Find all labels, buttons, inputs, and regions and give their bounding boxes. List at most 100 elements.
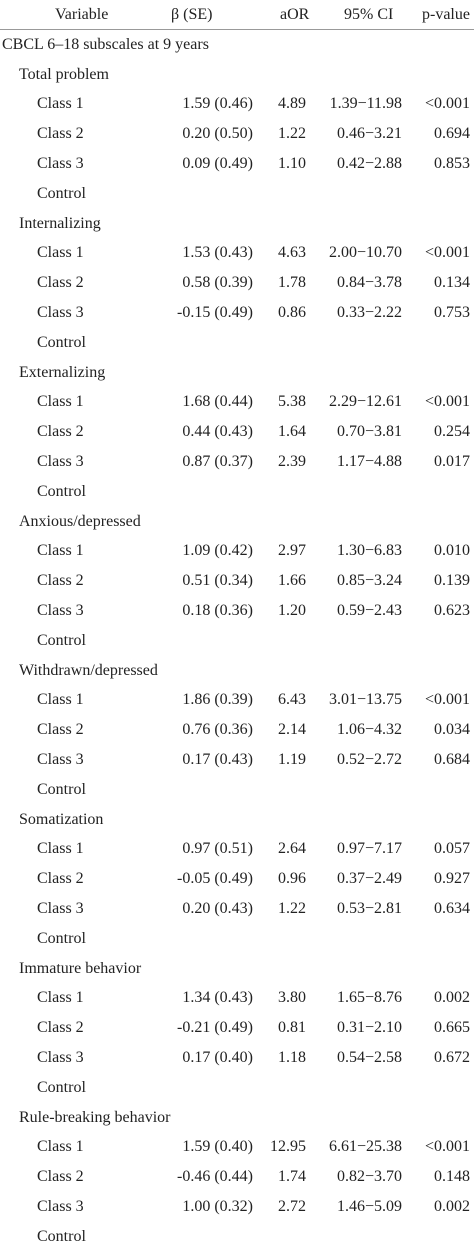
beta-se-cell: 1.59 (0.40) (182, 1138, 253, 1156)
row-label: Class 2 (37, 423, 84, 441)
aor-cell: 2.72 (278, 1198, 306, 1215)
ci-cell: 2.00−10.70 (328, 244, 402, 262)
aor-cell: 1.78 (278, 274, 306, 292)
table-row: Class 2 -0.21 (0.49) 0.81 0.31−2.10 0.665 (0, 1013, 474, 1043)
row-label: Control (37, 631, 86, 649)
table-row: Class 1 1.59 (0.40) 12.95 6.61−25.38 <0.001 (0, 1132, 474, 1162)
ci-cell: 1.46−5.09 (336, 1198, 402, 1215)
table-row: Class 1 1.86 (0.39) 6.43 3.01−13.75 <0.001 (0, 685, 474, 715)
p-value-cell: 0.034 (434, 721, 470, 739)
header-ci: 95% CI (344, 6, 394, 23)
aor-cell: 2.64 (278, 840, 306, 858)
row-label: Class 2 (37, 1168, 84, 1186)
aor-cell: 2.97 (278, 542, 306, 560)
header-p-value: p-value (422, 6, 470, 23)
table-row: Class 3 0.20 (0.43) 1.22 0.53−2.81 0.634 (0, 894, 474, 924)
beta-se-cell: 0.20 (0.43) (182, 900, 253, 917)
aor-cell: 1.22 (278, 125, 306, 143)
p-value-cell: 0.672 (434, 1049, 470, 1066)
p-value-cell: 0.017 (434, 453, 470, 470)
beta-se-cell: 0.87 (0.37) (182, 453, 253, 470)
row-label: Class 1 (37, 95, 84, 113)
table-row: Class 2 0.44 (0.43) 1.64 0.70−3.81 0.254 (0, 417, 474, 447)
row-label: Class 3 (37, 155, 84, 172)
row-label: Class 3 (37, 453, 84, 470)
table-row: Control (0, 1222, 474, 1252)
table-row: Control (0, 328, 474, 358)
row-label: Class 3 (37, 751, 84, 768)
p-value-cell: 0.134 (434, 274, 470, 292)
header-beta-se: β (SE) (171, 6, 213, 23)
aor-cell: 2.14 (278, 721, 306, 739)
row-label: Control (37, 780, 86, 798)
p-value-cell: 0.694 (434, 125, 470, 143)
p-value-cell: 0.927 (434, 870, 470, 888)
table-row: Class 1 1.34 (0.43) 3.80 1.65−8.76 0.002 (0, 983, 474, 1013)
p-value-cell: 0.634 (434, 900, 470, 917)
ci-cell: 0.84−3.78 (336, 274, 402, 292)
row-label: Control (37, 333, 86, 351)
aor-cell: 3.80 (278, 989, 306, 1007)
aor-cell: 0.81 (278, 1019, 306, 1037)
row-label: Class 3 (37, 304, 84, 321)
section-title: CBCL 6–18 subscales at 9 years (2, 35, 209, 53)
aor-cell: 1.19 (278, 751, 306, 768)
ci-cell: 0.85−3.24 (336, 572, 402, 590)
ci-cell: 0.59−2.43 (336, 602, 402, 619)
row-label: Class 2 (37, 721, 84, 739)
table-row: Control (0, 1073, 474, 1103)
p-value-cell: 0.002 (434, 989, 470, 1007)
ci-cell: 0.52−2.72 (336, 751, 402, 768)
group-name: Total problem (19, 65, 109, 83)
beta-se-cell: 0.76 (0.36) (182, 721, 253, 739)
table-row: Class 2 0.76 (0.36) 2.14 1.06−4.32 0.034 (0, 715, 474, 745)
aor-cell: 4.89 (278, 95, 306, 113)
aor-cell: 4.63 (278, 244, 306, 262)
beta-se-cell: 0.18 (0.36) (182, 602, 253, 619)
p-value-cell: 0.010 (434, 542, 470, 560)
p-value-cell: <0.001 (424, 244, 470, 262)
row-label: Class 2 (37, 274, 84, 292)
table-row: Class 3 0.17 (0.43) 1.19 0.52−2.72 0.684 (0, 745, 474, 775)
ci-cell: 1.39−11.98 (329, 95, 402, 113)
group-name: Internalizing (19, 214, 101, 232)
aor-cell: 12.95 (270, 1138, 306, 1156)
table-row: Control (0, 179, 474, 209)
table-row: Class 1 1.68 (0.44) 5.38 2.29−12.61 <0.001 (0, 387, 474, 417)
table-row: Control (0, 924, 474, 954)
group-name: Externalizing (19, 363, 106, 381)
ci-cell: 0.37−2.49 (336, 870, 402, 888)
p-value-cell: 0.254 (434, 423, 470, 441)
table-row: Class 3 0.17 (0.40) 1.18 0.54−2.58 0.672 (0, 1043, 474, 1073)
row-label: Class 2 (37, 1019, 84, 1037)
p-value-cell: <0.001 (424, 95, 470, 113)
beta-se-cell: 1.34 (0.43) (182, 989, 253, 1007)
row-label: Class 1 (37, 244, 84, 262)
group-name: Withdrawn/depressed (19, 661, 158, 679)
table-row: Class 2 0.20 (0.50) 1.22 0.46−3.21 0.694 (0, 119, 474, 149)
ci-cell: 0.31−2.10 (336, 1019, 402, 1037)
beta-se-cell: 0.44 (0.43) (182, 423, 253, 441)
row-label: Class 2 (37, 125, 84, 143)
row-label: Control (37, 184, 86, 202)
aor-cell: 1.18 (278, 1049, 306, 1066)
ci-cell: 3.01−13.75 (328, 691, 402, 709)
beta-se-cell: 0.17 (0.40) (182, 1049, 253, 1066)
ci-cell: 1.06−4.32 (336, 721, 402, 739)
row-label: Class 2 (37, 870, 84, 888)
beta-se-cell: 0.97 (0.51) (182, 840, 253, 858)
p-value-cell: 0.057 (434, 840, 470, 858)
aor-cell: 5.38 (278, 393, 306, 411)
aor-cell: 0.96 (278, 870, 306, 888)
row-label: Class 1 (37, 1138, 84, 1156)
group-name: Immature behavior (19, 959, 142, 977)
aor-cell: 1.10 (278, 155, 306, 172)
table-row: Class 2 -0.46 (0.44) 1.74 0.82−3.70 0.148 (0, 1162, 474, 1192)
table-row: Class 3 0.18 (0.36) 1.20 0.59−2.43 0.623 (0, 596, 474, 626)
aor-cell: 1.22 (278, 900, 306, 917)
group-header-row: Somatization (0, 805, 474, 835)
p-value-cell: 0.139 (434, 572, 470, 590)
beta-se-cell: 1.53 (0.43) (182, 244, 253, 262)
group-name: Rule-breaking behavior (19, 1108, 171, 1126)
